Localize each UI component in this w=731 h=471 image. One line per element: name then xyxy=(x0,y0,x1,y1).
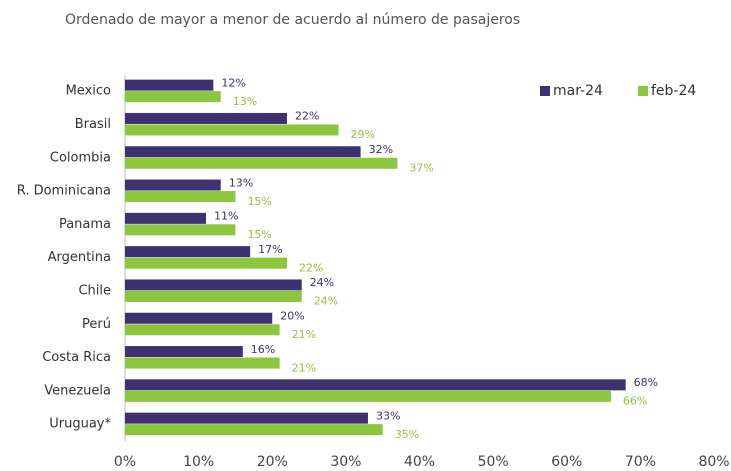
x-tick-label: 0% xyxy=(114,454,136,470)
x-tick-label: 30% xyxy=(330,454,361,470)
value-label: 15% xyxy=(247,195,271,208)
bar xyxy=(125,379,626,391)
value-label: 37% xyxy=(409,162,433,175)
value-label: 24% xyxy=(314,295,338,308)
value-label: 16% xyxy=(251,343,275,356)
value-label: 13% xyxy=(233,95,257,108)
bar xyxy=(125,212,206,224)
x-tick-label: 70% xyxy=(625,454,656,470)
bar xyxy=(125,279,302,291)
value-label: 22% xyxy=(299,261,323,274)
bar xyxy=(125,79,214,91)
bar xyxy=(125,157,398,169)
x-tick-label: 40% xyxy=(404,454,435,470)
value-label: 33% xyxy=(376,409,400,422)
y-tick-label: R. Dominicana xyxy=(17,184,111,199)
bar xyxy=(125,412,368,424)
bar xyxy=(125,324,280,336)
y-tick-label: Uruguay* xyxy=(49,417,111,432)
bar xyxy=(125,257,287,269)
bar xyxy=(125,191,236,203)
y-tick-label: Mexico xyxy=(66,84,111,99)
bar xyxy=(125,290,302,302)
y-tick-label: Costa Rica xyxy=(42,350,111,365)
value-label: 35% xyxy=(395,428,419,441)
bar xyxy=(125,424,383,436)
bar xyxy=(125,146,361,158)
legend-swatch xyxy=(540,86,550,96)
value-label: 20% xyxy=(280,310,304,323)
legend-label: mar-24 xyxy=(553,83,603,99)
chart-title: Ordenado de mayor a menor de acuerdo al … xyxy=(65,12,520,28)
y-tick-label: Perú xyxy=(82,317,111,332)
x-tick-label: 10% xyxy=(183,454,214,470)
bar xyxy=(125,357,280,369)
y-tick-label: Argentina xyxy=(48,250,111,265)
y-tick-label: Brasil xyxy=(75,117,111,132)
value-label: 68% xyxy=(634,376,658,389)
value-label: 13% xyxy=(229,176,253,189)
value-label: 21% xyxy=(292,328,316,341)
value-label: 24% xyxy=(310,276,334,289)
y-tick-label: Venezuela xyxy=(44,383,111,398)
x-tick-label: 60% xyxy=(551,454,582,470)
value-label: 21% xyxy=(292,361,316,374)
bar xyxy=(125,246,251,258)
bar xyxy=(125,312,273,324)
legend-label: feb-24 xyxy=(651,83,696,99)
bar xyxy=(125,124,339,136)
bar xyxy=(125,390,611,402)
x-tick-label: 80% xyxy=(698,454,729,470)
value-label: 32% xyxy=(369,143,393,156)
bar xyxy=(125,112,287,124)
y-tick-label: Chile xyxy=(78,283,111,298)
legend-swatch xyxy=(638,86,648,96)
bar xyxy=(125,346,243,358)
value-label: 29% xyxy=(351,128,375,141)
bar xyxy=(125,224,236,236)
bar xyxy=(125,91,221,103)
y-tick-label: Panama xyxy=(59,217,111,232)
value-label: 15% xyxy=(247,228,271,241)
value-label: 22% xyxy=(295,110,319,123)
value-label: 12% xyxy=(221,76,245,89)
bar xyxy=(125,179,221,191)
value-label: 66% xyxy=(623,395,647,408)
x-tick-label: 20% xyxy=(257,454,288,470)
y-tick-label: Colombia xyxy=(50,150,111,165)
value-label: 17% xyxy=(258,243,282,256)
x-tick-label: 50% xyxy=(478,454,509,470)
value-label: 11% xyxy=(214,210,238,223)
